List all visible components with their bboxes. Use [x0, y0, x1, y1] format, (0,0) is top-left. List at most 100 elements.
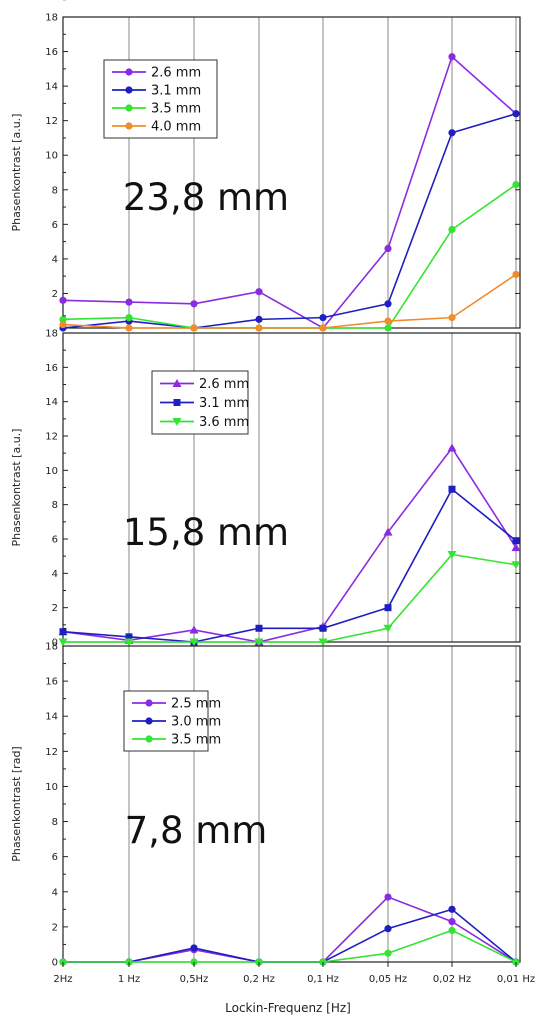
data-point — [255, 624, 263, 632]
y-tick-label: 8 — [52, 185, 58, 196]
data-point — [448, 485, 456, 493]
y-tick-label: 18 — [45, 329, 58, 340]
data-point — [448, 918, 456, 926]
data-point — [384, 300, 392, 308]
panel-annotation: 7,8 mm — [125, 809, 268, 852]
y-tick-label: 18 — [45, 13, 58, 24]
y-tick-label: 0 — [52, 638, 58, 649]
chart-panel-1: 2 4 6 8 10 12 14 16 18 Phasenkontrast [a.u.] 2.6 m… — [10, 0, 521, 332]
data-point — [448, 53, 456, 61]
data-point — [255, 315, 263, 323]
legend-swatch-marker — [145, 699, 153, 707]
y-tick-label: 14 — [45, 397, 58, 408]
data-point — [255, 288, 263, 296]
y-tick-label: 6 — [52, 852, 58, 863]
data-point — [58, 638, 68, 647]
data-point — [448, 225, 456, 234]
legend-label: 4.0 mm — [151, 120, 201, 135]
y-tick-label: 10 — [45, 782, 58, 793]
legend-label: 3.6 mm — [199, 415, 249, 430]
data-point — [125, 298, 133, 306]
x-tick-label: 0,2 Hz — [243, 974, 275, 985]
data-point — [448, 905, 456, 913]
y-tick-label: 4 — [52, 569, 58, 580]
data-point — [512, 270, 520, 279]
data-point — [125, 324, 133, 332]
y-tick-label: 0 — [52, 958, 58, 969]
series-line — [63, 908, 517, 963]
legend: 2.6 mm 3.1 mm 3.6 mm — [151, 370, 249, 435]
data-point — [384, 604, 392, 612]
series-line — [62, 273, 517, 329]
y-tick-label: 2 — [52, 603, 58, 614]
y-tick-label: 6 — [52, 220, 58, 231]
legend-swatch-marker — [125, 104, 133, 112]
y-tick-label: 10 — [45, 151, 58, 162]
series-line — [63, 929, 517, 963]
series-line — [62, 55, 517, 330]
data-point — [448, 314, 456, 322]
data-point — [384, 893, 392, 901]
data-point — [384, 317, 392, 325]
data-point — [447, 443, 457, 452]
data-point — [190, 300, 198, 308]
data-point — [190, 324, 198, 332]
x-axis-title: Lockin-Frequenz [Hz] — [225, 1001, 351, 1015]
series-line — [62, 446, 517, 643]
legend-swatch-marker — [125, 86, 133, 94]
legend-swatch-marker — [172, 379, 182, 387]
y-tick-label: 14 — [45, 82, 58, 93]
x-tick-label: 0,01 Hz — [497, 974, 535, 985]
data-point — [124, 638, 134, 647]
y-tick-label: 16 — [45, 47, 58, 58]
legend-swatch-marker — [145, 717, 153, 725]
x-tick-label: 0,05 Hz — [369, 974, 407, 985]
y-tick-label: 16 — [45, 677, 58, 688]
data-point — [255, 324, 263, 332]
legend-swatch-marker — [173, 399, 181, 406]
legend-swatch-marker — [145, 735, 153, 743]
y-tick-label: 12 — [45, 116, 58, 127]
x-tick-label: 0,5Hz — [180, 974, 209, 985]
data-point — [512, 110, 520, 118]
legend-label: 2.6 mm — [199, 377, 249, 392]
series-line — [62, 487, 517, 643]
legend-label: 2.5 mm — [171, 697, 221, 712]
data-point — [512, 537, 520, 545]
chart-panel-2: 0 2 4 6 8 10 12 14 16 18 Phasenkontrast [a.u.] 2.6 … — [10, 315, 521, 649]
x-tick-label: 0,1 Hz — [307, 974, 339, 985]
y-tick-label: 2 — [52, 289, 58, 300]
data-point — [125, 314, 133, 322]
y-axis-title: Phasenkontrast [a.u.] — [10, 114, 23, 232]
x-tick-label: 0,02 Hz — [433, 974, 471, 985]
series-line — [62, 112, 517, 329]
x-tick-label: 2Hz — [53, 974, 72, 985]
data-point — [189, 625, 199, 634]
data-point — [59, 320, 67, 329]
data-point — [254, 638, 264, 647]
legend-label: 3.5 mm — [151, 102, 201, 117]
data-point — [447, 550, 457, 559]
legend-label: 3.5 mm — [171, 733, 221, 748]
y-tick-label: 14 — [45, 712, 58, 723]
y-tick-label: 4 — [52, 254, 58, 265]
panel-annotation: 23,8 mm — [123, 176, 289, 219]
data-point — [384, 949, 392, 957]
panel-annotation: 15,8 mm — [123, 511, 289, 554]
series-line — [63, 896, 517, 963]
legend-swatch-marker — [172, 418, 182, 426]
y-axis-title: Phasenkontrast [a.u.] — [10, 429, 23, 547]
legend-box — [103, 59, 218, 139]
y-tick-label: 12 — [45, 432, 58, 443]
y-tick-label: 8 — [52, 817, 58, 828]
data-point — [318, 638, 328, 647]
y-tick-label: 2 — [52, 922, 58, 933]
y-tick-label: 12 — [45, 747, 58, 758]
legend-label: 3.1 mm — [199, 396, 249, 411]
chart-panel-3: 0 2 4 6 8 10 12 14 16 18 Phasenkontrast [rad] 2.5 m… — [10, 627, 521, 969]
data-point — [319, 324, 327, 332]
series-line — [63, 553, 517, 643]
legend: 2.5 mm 3.0 mm 3.5 mm — [123, 690, 221, 752]
y-tick-label: 8 — [52, 500, 58, 511]
legend-label: 3.0 mm — [171, 715, 221, 730]
